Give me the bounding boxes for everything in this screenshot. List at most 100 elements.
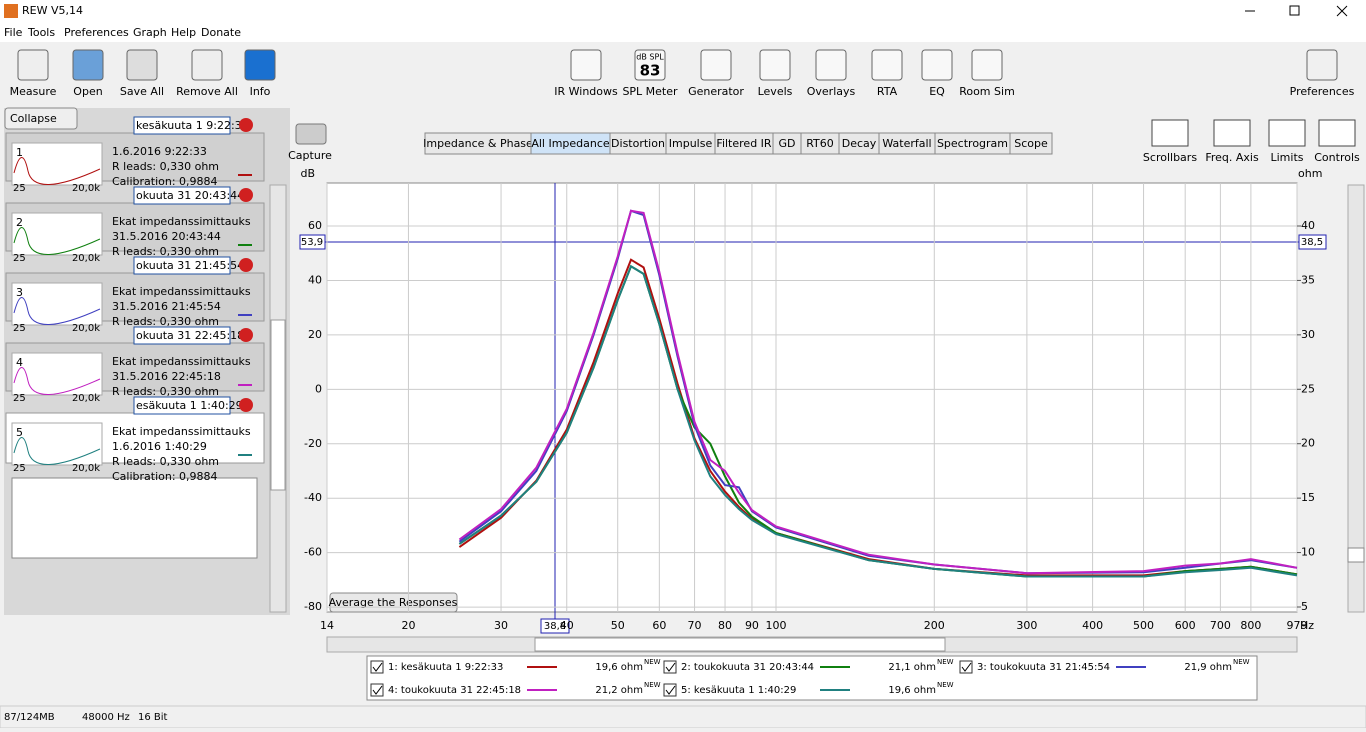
toolbar-label[interactable]: Preferences [1290,85,1355,98]
graph-tool-icon[interactable] [1151,119,1189,147]
toolbar-icon[interactable] [921,49,953,81]
average-button-label[interactable]: Average the Responses [329,596,458,609]
graph-tab-label[interactable]: RT60 [806,137,834,150]
graph-tab-label[interactable]: All Impedance [531,137,610,150]
graph-tab-label[interactable]: Impedance & Phase [423,137,533,150]
toolbar-label[interactable]: EQ [929,85,945,98]
measurement-name[interactable]: okuuta 31 20:43:44 [136,189,244,202]
thumbnail [11,282,103,326]
menu-item[interactable]: Preferences [64,26,129,39]
measurement-name-box[interactable] [133,116,231,135]
menu-item[interactable]: Donate [201,26,241,39]
toolbar-label[interactable]: Levels [758,85,793,98]
legend-check[interactable] [372,662,383,672]
remove-icon[interactable] [239,118,253,132]
right-scrollbar[interactable] [1347,184,1365,613]
toolbar-icon[interactable] [1306,49,1338,81]
graph-tool-label[interactable]: Controls [1314,151,1360,164]
capture-label[interactable]: Capture [288,149,332,162]
toolbar-icon[interactable] [759,49,791,81]
graph-tab-label[interactable]: Decay [842,137,877,150]
capture-icon[interactable] [295,123,327,145]
collapse-button[interactable] [4,107,78,130]
toolbar-label[interactable]: IR Windows [554,85,618,98]
measurement-name[interactable]: esäkuuta 1 1:40:29 [136,399,243,412]
legend-name[interactable]: 2: toukokuuta 31 20:43:44 [681,662,814,673]
toolbar-label[interactable]: Remove All [176,85,238,98]
legend-name[interactable]: 3: toukokuuta 31 21:45:54 [977,662,1110,673]
window-controls[interactable] [1245,5,1348,17]
measurement-name-box[interactable] [133,396,231,415]
legend-check[interactable] [961,662,972,672]
legend-name[interactable]: 5: kesäkuuta 1 1:40:29 [681,685,796,696]
legend-check[interactable] [665,662,676,672]
panel-scroll-thumb[interactable] [270,319,286,491]
menu-item[interactable]: File [4,26,23,39]
y-tick-label: 60 [308,219,322,232]
toolbar-icon[interactable] [971,49,1003,81]
toolbar-label[interactable]: Info [250,85,271,98]
toolbar-icon[interactable] [126,49,158,81]
measurement-name[interactable]: okuuta 31 22:45:18 [136,329,244,342]
thumbnail [11,352,103,396]
remove-icon[interactable] [239,188,253,202]
measurement-name[interactable]: kesäkuuta 1 9:22:33 [136,119,249,132]
right-scroll-thumb[interactable] [1347,547,1365,563]
legend-check[interactable] [665,685,676,695]
bottom-scroll-thumb[interactable] [534,637,946,652]
graph-tab-label[interactable]: Scope [1014,137,1048,150]
measurement-name[interactable]: okuuta 31 21:45:54 [136,259,244,272]
toolbar-icon[interactable] [570,49,602,81]
toolbar-label[interactable]: Room Sim [959,85,1015,98]
toolbar-label[interactable]: Open [73,85,102,98]
graph-tool-label[interactable]: Freq. Axis [1205,151,1259,164]
toolbar-label[interactable]: Measure [10,85,57,98]
graph-tool-icon[interactable] [1213,119,1251,147]
x-tick-label: 90 [745,619,759,632]
toolbar-icon[interactable] [191,49,223,81]
legend-checkbox[interactable] [663,660,677,674]
status-item: 48000 Hz [82,712,130,723]
collapse-label[interactable]: Collapse [10,112,57,125]
measurement-name-box[interactable] [133,326,231,345]
measurement-name-box[interactable] [133,186,231,205]
graph-tab[interactable] [1009,132,1053,155]
toolbar-icon[interactable] [815,49,847,81]
toolbar-icon[interactable] [634,49,666,81]
graph-tool-label[interactable]: Scrollbars [1143,151,1197,164]
toolbar-label[interactable]: SPL Meter [622,85,678,98]
plot-area [326,182,1298,613]
graph-tool-label[interactable]: Limits [1271,151,1304,164]
toolbar-label[interactable]: Generator [688,85,744,98]
graph-tab-label[interactable]: Filtered IR [716,137,771,150]
toolbar-icon[interactable] [871,49,903,81]
toolbar-icon[interactable] [72,49,104,81]
remove-icon[interactable] [239,328,253,342]
toolbar-icon[interactable] [17,49,49,81]
graph-tab-label[interactable]: GD [779,137,796,150]
legend-checkbox[interactable] [959,660,973,674]
legend-check[interactable] [372,685,383,695]
toolbar-icon[interactable] [244,49,276,81]
graph-tool-icon[interactable] [1268,119,1306,147]
legend-checkbox[interactable] [370,683,384,697]
legend-name[interactable]: 4: toukokuuta 31 22:45:18 [388,685,521,696]
remove-icon[interactable] [239,258,253,272]
legend-checkbox[interactable] [663,683,677,697]
menu-item[interactable]: Help [171,26,196,39]
toolbar-label[interactable]: Overlays [807,85,856,98]
graph-tool-icon[interactable] [1318,119,1356,147]
remove-icon[interactable] [239,398,253,412]
graph-tab-label[interactable]: Waterfall [882,137,931,150]
graph-tab-label[interactable]: Impulse [669,137,713,150]
toolbar-label[interactable]: RTA [877,85,898,98]
menu-item[interactable]: Tools [27,26,55,39]
legend-checkbox[interactable] [370,660,384,674]
menu-item[interactable]: Graph [133,26,167,39]
toolbar-label[interactable]: Save All [120,85,164,98]
legend-name[interactable]: 1: kesäkuuta 1 9:22:33 [388,662,503,673]
graph-tab-label[interactable]: Distortion [611,137,665,150]
toolbar-icon[interactable] [700,49,732,81]
measurement-name-box[interactable] [133,256,231,275]
graph-tab-label[interactable]: Spectrogram [937,137,1008,150]
